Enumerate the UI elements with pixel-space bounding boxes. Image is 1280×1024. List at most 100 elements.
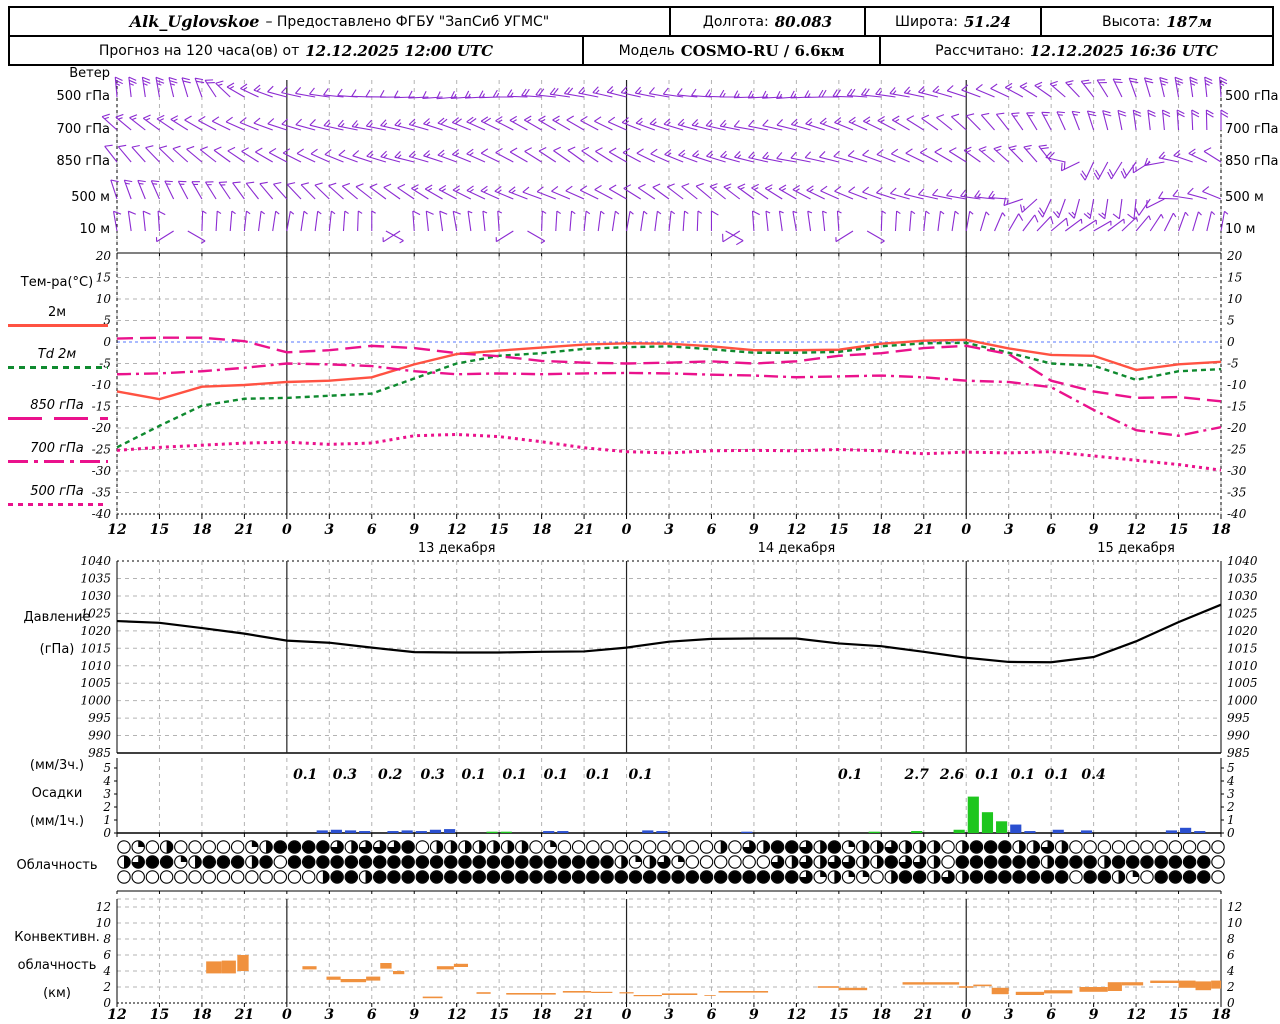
svg-text:12: 12	[447, 1007, 467, 1023]
precip-bar	[557, 831, 569, 833]
svg-text:4: 4	[1226, 774, 1235, 788]
svg-text:18: 18	[532, 1007, 552, 1023]
svg-text:-5: -5	[1227, 357, 1239, 371]
cloud-cover-symbol	[131, 870, 145, 884]
svg-text:2: 2	[1226, 980, 1235, 994]
cloud-cover-symbol	[216, 840, 231, 854]
precip-axis-labels: 0 01 12 23 34 45 5	[102, 761, 1235, 840]
cloud-cover-symbol	[245, 870, 259, 884]
svg-text:12: 12	[787, 1007, 807, 1023]
conv-label-1: Конвективн.	[14, 930, 100, 945]
svg-text:0.1: 0.1	[544, 767, 568, 783]
temp-series-0	[116, 338, 1222, 401]
svg-text:1005: 1005	[1227, 676, 1258, 690]
svg-text:1020: 1020	[1227, 624, 1258, 638]
cloud-cover-symbol	[1168, 840, 1183, 854]
svg-text:10: 10	[1227, 916, 1243, 930]
precip-bar	[359, 831, 371, 833]
cloud-cover-symbol	[756, 855, 771, 869]
svg-text:18: 18	[192, 1007, 212, 1023]
header-model-cell: Модель COSMO-RU / 6.6км	[582, 37, 879, 64]
legend-t2m: 2м	[47, 305, 67, 320]
svg-text:0: 0	[103, 996, 111, 1010]
alt-value: 187м	[1166, 12, 1212, 31]
pressure-panel	[116, 560, 1222, 754]
model-label: Модель	[618, 42, 675, 59]
svg-text:6: 6	[707, 522, 717, 538]
svg-text:15: 15	[1169, 522, 1188, 538]
conv-cloud-bar	[366, 976, 381, 981]
svg-text:15: 15	[96, 271, 111, 285]
svg-text:1030: 1030	[1227, 589, 1258, 603]
svg-text:12: 12	[447, 522, 467, 538]
conv-cloud-bar	[1044, 990, 1073, 994]
cloud-row-2	[117, 870, 1225, 884]
precip-panel	[114, 758, 1224, 837]
lon-value: 80.083	[774, 12, 833, 31]
svg-text:6: 6	[367, 1007, 377, 1023]
svg-text:3: 3	[664, 1007, 674, 1023]
wind-level-500m-right: 500 м	[1225, 190, 1264, 205]
conv-cloud-bar	[422, 996, 443, 999]
svg-text:-20: -20	[92, 421, 112, 435]
svg-text:-5: -5	[99, 357, 111, 371]
cloud-cover-symbol	[174, 870, 188, 884]
svg-text:5: 5	[103, 761, 111, 775]
temp-title: Тем-ра(°C)	[20, 275, 94, 290]
conv-cloud-bar	[838, 987, 868, 991]
svg-text:4: 4	[102, 774, 111, 788]
precip-bar	[996, 821, 1008, 833]
svg-text:5: 5	[103, 314, 111, 328]
svg-text:-40: -40	[1227, 507, 1247, 521]
svg-text:9: 9	[1089, 522, 1099, 538]
svg-text:8: 8	[1227, 932, 1235, 946]
svg-text:0.1: 0.1	[1011, 767, 1035, 783]
legend-500-line	[8, 503, 108, 506]
cloud-cover-symbol	[1097, 840, 1112, 854]
precip-bar	[486, 831, 498, 833]
svg-text:0: 0	[1227, 826, 1235, 840]
svg-text:6: 6	[367, 522, 377, 538]
conv-time-labels: 12 15 18 21 0 3 6 9 12 15 18 21 0 3 6 9 12 15 18 21 0 3 6 9 12 15…	[107, 1007, 1231, 1023]
precip-label-3h: (мм/3ч.)	[29, 758, 85, 773]
pressure-series	[116, 603, 1222, 664]
precip-bar	[444, 829, 456, 833]
precip-bar	[911, 831, 923, 833]
wind-row-0	[114, 76, 1228, 100]
cloud-cover-symbol	[159, 870, 174, 884]
conv-cloud-bar	[436, 966, 454, 970]
temp-panel	[116, 256, 1222, 519]
svg-text:21: 21	[573, 1007, 593, 1023]
svg-text:9: 9	[749, 522, 759, 538]
conv-cloud-bar	[340, 979, 367, 983]
cloud-cover-symbol	[188, 840, 202, 854]
svg-text:985: 985	[88, 746, 111, 760]
conv-cloud-bar	[619, 992, 634, 994]
svg-text:18: 18	[1211, 522, 1231, 538]
cloud-cover-symbol	[614, 840, 629, 854]
svg-text:3: 3	[664, 522, 674, 538]
conv-axis-labels: 0 0 2 2 4 4 6 6 8 8 10 10 12 12	[96, 900, 1243, 1010]
svg-text:1: 1	[103, 813, 111, 827]
svg-text:15: 15	[1227, 271, 1242, 285]
svg-text:10: 10	[96, 916, 112, 930]
conv-cloud-bar	[1211, 980, 1221, 989]
svg-text:990: 990	[88, 729, 111, 743]
precip-bar	[953, 829, 965, 833]
svg-text:0: 0	[103, 826, 111, 840]
header-row-2: Прогноз на 120 часа(ов) от 12.12.2025 12…	[10, 35, 1272, 64]
svg-text:3: 3	[1227, 787, 1235, 801]
svg-text:21: 21	[573, 522, 593, 538]
svg-text:10: 10	[96, 292, 112, 306]
svg-text:0: 0	[961, 522, 971, 538]
cloud-cover-symbol	[1154, 840, 1168, 854]
precip-bar	[1010, 824, 1022, 833]
svg-text:12: 12	[1227, 900, 1242, 914]
precip-bars	[316, 796, 1206, 833]
temp-series-3	[116, 362, 1222, 437]
conv-cloud-bar	[902, 982, 960, 985]
wind-level-500hpa-right: 500 гПа	[1225, 89, 1279, 104]
svg-text:0.1: 0.1	[838, 767, 862, 783]
